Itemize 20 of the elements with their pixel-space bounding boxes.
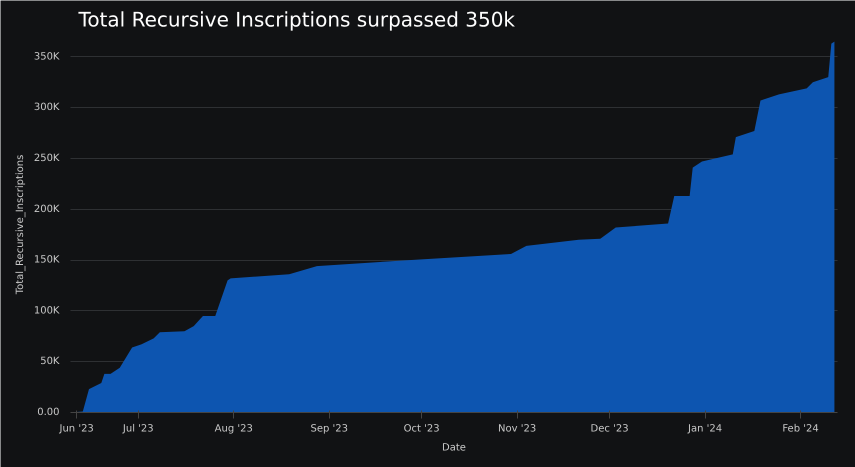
y-tick-label: 50K xyxy=(40,356,60,368)
x-tick-label: Oct '23 xyxy=(404,424,440,434)
y-tick-label: 150K xyxy=(34,254,60,266)
y-tick-label: 250K xyxy=(34,152,60,164)
x-tick-label: Aug '23 xyxy=(214,424,253,434)
y-tick-label: 300K xyxy=(34,102,60,114)
x-axis-title: Date xyxy=(442,442,466,454)
y-tick-label: 0.00 xyxy=(37,407,60,418)
x-tick-label: Jul '23 xyxy=(122,424,154,434)
x-tick-label: Jun '23 xyxy=(58,424,94,434)
y-tick-label: 200K xyxy=(34,204,60,215)
y-axis-title: Total_Recursive_Inscriptions xyxy=(14,154,26,296)
x-tick-label: Feb '24 xyxy=(782,424,819,434)
x-tick-label: Nov '23 xyxy=(498,424,536,434)
x-tick-label: Dec '23 xyxy=(590,424,629,434)
chart-title: Total Recursive Inscriptions surpassed 350k xyxy=(78,8,516,32)
x-tick-label: Jan '24 xyxy=(687,424,722,434)
y-tick-label: 350K xyxy=(34,51,60,62)
x-tick-label: Sep '23 xyxy=(310,424,348,434)
y-tick-label: 100K xyxy=(34,305,60,316)
